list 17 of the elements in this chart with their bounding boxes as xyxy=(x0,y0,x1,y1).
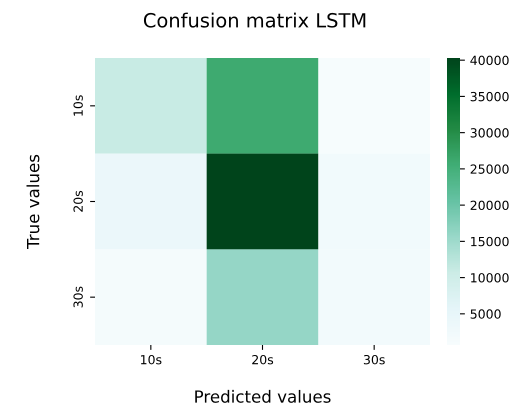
y-axis-title: True values xyxy=(26,154,40,249)
chart-title: Confusion matrix LSTM xyxy=(144,12,366,28)
color-bar-label: 40000 xyxy=(470,56,509,66)
color-bar-label: 5000 xyxy=(470,309,501,319)
x-tick-label: 10s xyxy=(140,354,162,364)
color-bar-label: 15000 xyxy=(471,236,509,246)
y-tick-label: 10s xyxy=(73,95,83,116)
color-bar-label: 30000 xyxy=(470,128,509,138)
y-tick-label: 20s xyxy=(73,190,83,212)
color-bar-label: 20000 xyxy=(470,200,509,210)
x-tick-label: 20s xyxy=(252,354,274,364)
color-bar-label: 25000 xyxy=(470,164,509,174)
color-bar-label: 10000 xyxy=(471,273,509,283)
x-tick-label: 30s xyxy=(364,354,385,364)
y-tick-label: 30s xyxy=(73,286,83,308)
x-axis-title: Predicted values xyxy=(195,390,331,403)
color-bar-label: 35000 xyxy=(470,92,509,102)
